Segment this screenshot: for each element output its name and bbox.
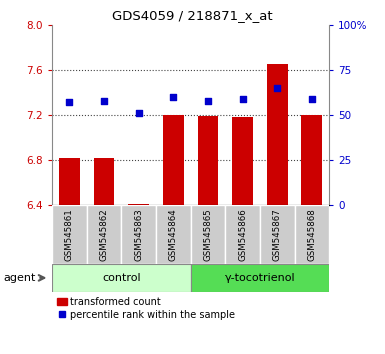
Bar (163, 115, 184, 205)
Point (309, 96, 315, 102)
Bar (301, 115, 322, 205)
Bar (121, 205, 156, 264)
Bar (267, 64, 288, 205)
Text: GSM545866: GSM545866 (238, 208, 247, 261)
Point (170, 94, 176, 100)
Bar (232, 117, 253, 205)
Bar (295, 205, 329, 264)
Text: GSM545867: GSM545867 (273, 208, 282, 261)
Bar (191, 264, 329, 292)
Bar (191, 205, 225, 264)
Point (274, 85, 280, 91)
Bar (260, 205, 295, 264)
Bar (128, 204, 149, 205)
Point (205, 98, 211, 103)
Bar (156, 205, 191, 264)
Text: control: control (102, 273, 141, 283)
Point (66, 99, 72, 105)
Bar (198, 116, 218, 205)
Text: GSM545862: GSM545862 (99, 208, 109, 261)
Text: GSM545865: GSM545865 (203, 208, 213, 261)
Text: GSM545864: GSM545864 (169, 208, 178, 261)
Bar (52, 264, 191, 292)
Point (101, 98, 107, 103)
Bar (52, 205, 87, 264)
Text: GDS4059 / 218871_x_at: GDS4059 / 218871_x_at (112, 9, 273, 22)
Text: γ-tocotrienol: γ-tocotrienol (224, 273, 295, 283)
Text: agent: agent (4, 273, 36, 283)
Legend: transformed count, percentile rank within the sample: transformed count, percentile rank withi… (57, 297, 236, 320)
Bar (87, 205, 121, 264)
Bar (59, 158, 80, 205)
Text: GSM545863: GSM545863 (134, 208, 143, 261)
Bar (94, 158, 114, 205)
Text: GSM545868: GSM545868 (307, 208, 316, 261)
Point (239, 96, 246, 102)
Bar (225, 205, 260, 264)
Text: GSM545861: GSM545861 (65, 208, 74, 261)
Point (136, 110, 142, 116)
